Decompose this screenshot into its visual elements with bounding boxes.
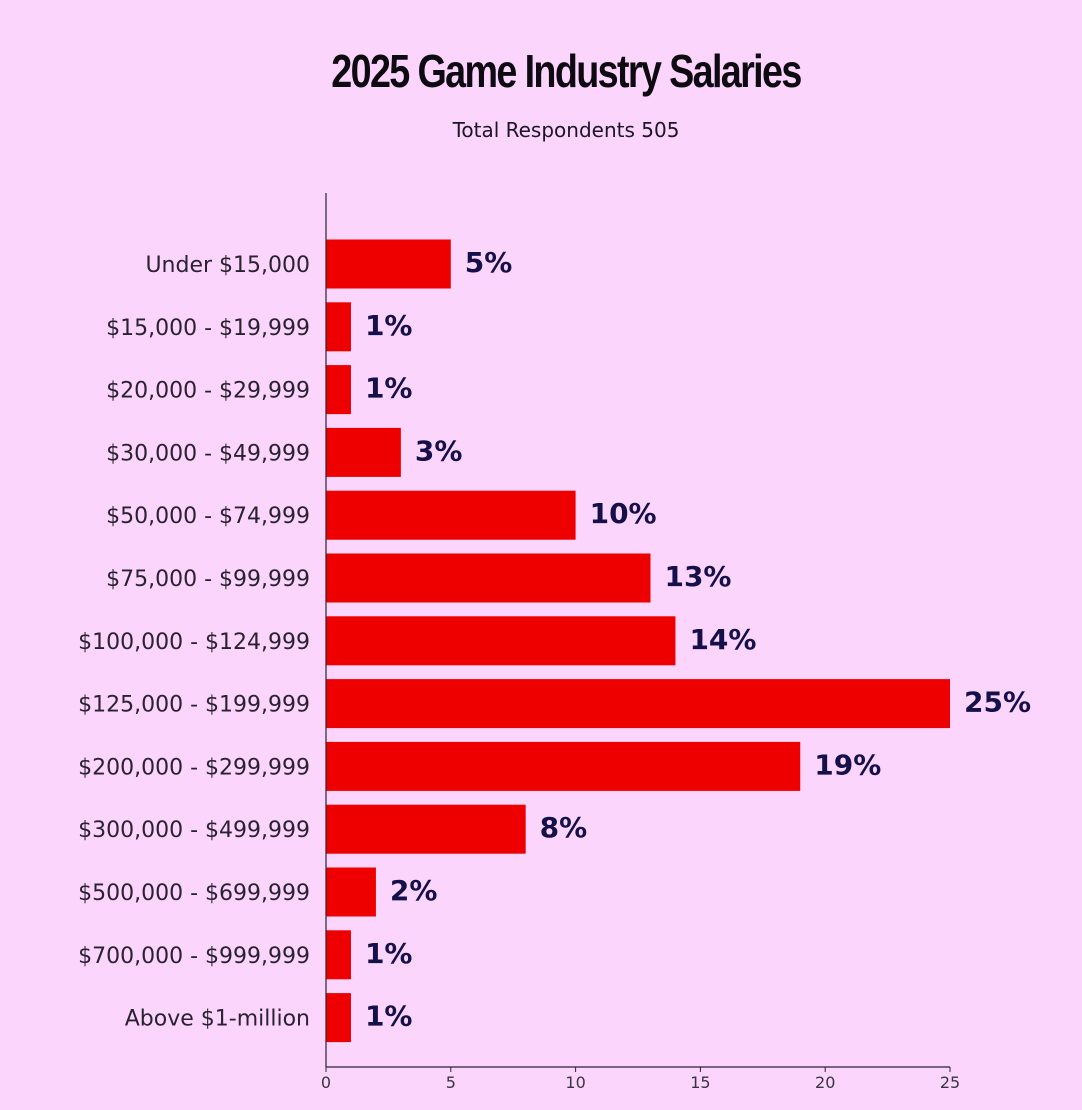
bar-1: [326, 302, 351, 352]
value-labels-group: 5%1%1%3%10%13%14%25%19%8%2%1%1%: [365, 246, 1031, 1033]
x-tick-label-4: 20: [815, 1073, 835, 1092]
category-label-11: $700,000 - $999,999: [78, 944, 310, 969]
value-label-9: 8%: [540, 811, 588, 844]
value-label-6: 14%: [689, 623, 756, 656]
value-label-10: 2%: [390, 874, 438, 907]
category-label-0: Under $15,000: [145, 253, 310, 278]
category-label-5: $75,000 - $99,999: [106, 567, 310, 592]
category-label-7: $125,000 - $199,999: [78, 693, 310, 718]
axes-group: [325, 193, 950, 1068]
value-label-4: 10%: [590, 497, 657, 530]
value-label-1: 1%: [365, 309, 413, 342]
category-label-6: $100,000 - $124,999: [78, 630, 310, 655]
bars-group: [326, 239, 950, 1043]
value-label-3: 3%: [415, 434, 463, 467]
category-label-12: Above $1-million: [125, 1007, 310, 1032]
x-tick-label-2: 10: [565, 1073, 585, 1092]
bar-9: [326, 804, 526, 854]
x-tick-label-3: 15: [690, 1073, 710, 1092]
value-label-8: 19%: [814, 748, 881, 781]
bar-7: [326, 679, 950, 729]
category-label-3: $30,000 - $49,999: [106, 441, 310, 466]
bar-5: [326, 553, 651, 603]
x-ticks-group: 0 5 10 15 20 25: [321, 1067, 960, 1092]
value-label-0: 5%: [465, 246, 513, 279]
bar-6: [326, 616, 676, 666]
bar-3: [326, 427, 401, 477]
x-tick-label-5: 25: [940, 1073, 960, 1092]
bar-4: [326, 490, 576, 540]
value-label-7: 25%: [964, 686, 1031, 719]
bar-0: [326, 239, 451, 289]
bar-10: [326, 867, 376, 917]
bar-11: [326, 930, 351, 980]
value-label-2: 1%: [365, 372, 413, 405]
bar-2: [326, 365, 351, 415]
value-label-11: 1%: [365, 937, 413, 970]
category-label-8: $200,000 - $299,999: [78, 755, 310, 780]
x-tick-label-0: 0: [321, 1073, 331, 1092]
chart-title: 2025 Game Industry Salaries: [331, 45, 802, 97]
x-tick-label-1: 5: [446, 1073, 456, 1092]
category-labels-group: Under $15,000 $15,000 - $19,999 $20,000 - …: [78, 253, 310, 1032]
value-label-5: 13%: [664, 560, 731, 593]
chart-subtitle: Total Respondents 505: [452, 118, 680, 142]
category-label-9: $300,000 - $499,999: [78, 818, 310, 843]
category-label-1: $15,000 - $19,999: [106, 316, 310, 341]
bar-8: [326, 741, 801, 791]
category-label-10: $500,000 - $699,999: [78, 881, 310, 906]
category-label-2: $20,000 - $29,999: [106, 379, 310, 404]
value-label-12: 1%: [365, 1000, 413, 1033]
bar-12: [326, 993, 351, 1043]
category-label-4: $50,000 - $74,999: [106, 504, 310, 529]
